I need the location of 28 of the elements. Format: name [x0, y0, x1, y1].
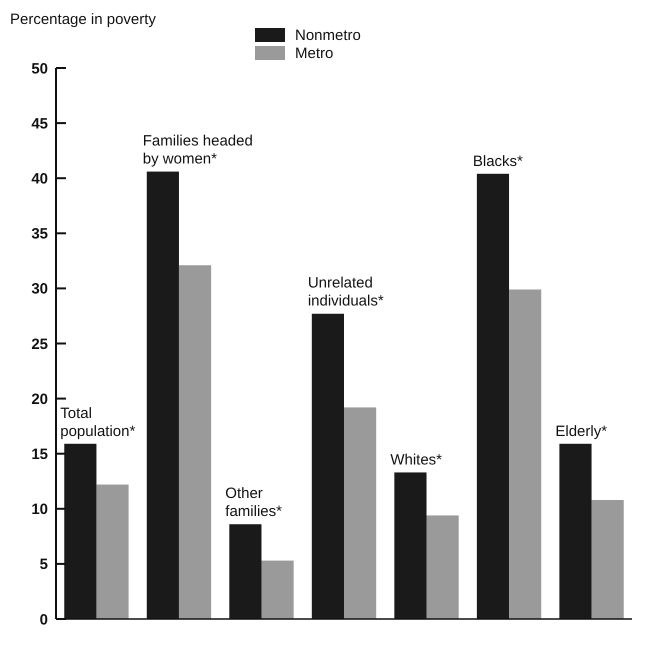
bar	[426, 515, 459, 619]
y-axis-title: Percentage in poverty	[10, 11, 156, 28]
y-tick-label: 50	[31, 60, 48, 78]
y-tick-label: 30	[31, 280, 48, 298]
bar	[509, 290, 542, 619]
x-tick-label: Whites*	[390, 451, 442, 468]
x-tick-label: Families headed by women*	[142, 132, 253, 168]
x-tick-label: Other families*	[225, 485, 282, 520]
legend-label: Nonmetro	[295, 27, 361, 44]
x-tick-label: Total population*	[60, 404, 136, 440]
y-tick-label: 10	[31, 501, 48, 518]
x-tick-label: Blacks*	[472, 152, 524, 170]
bar	[592, 500, 624, 619]
x-tick-label: Unrelated individuals*	[308, 274, 384, 310]
bar	[344, 407, 376, 619]
y-tick-label: 5	[40, 556, 48, 574]
y-tick-label: 40	[31, 170, 48, 188]
bar	[261, 560, 294, 619]
y-tick-label: 20	[31, 390, 48, 408]
y-tick-label: 45	[31, 115, 48, 132]
y-tick-label: 0	[40, 611, 48, 628]
y-tick-label: 15	[31, 446, 48, 463]
y-tick-label: 35	[31, 226, 48, 243]
x-tick-label: Elderly*	[555, 422, 608, 440]
y-tick-label: 25	[31, 336, 48, 353]
bar	[96, 484, 129, 619]
bar	[178, 265, 212, 619]
legend-label: Metro	[295, 45, 334, 62]
